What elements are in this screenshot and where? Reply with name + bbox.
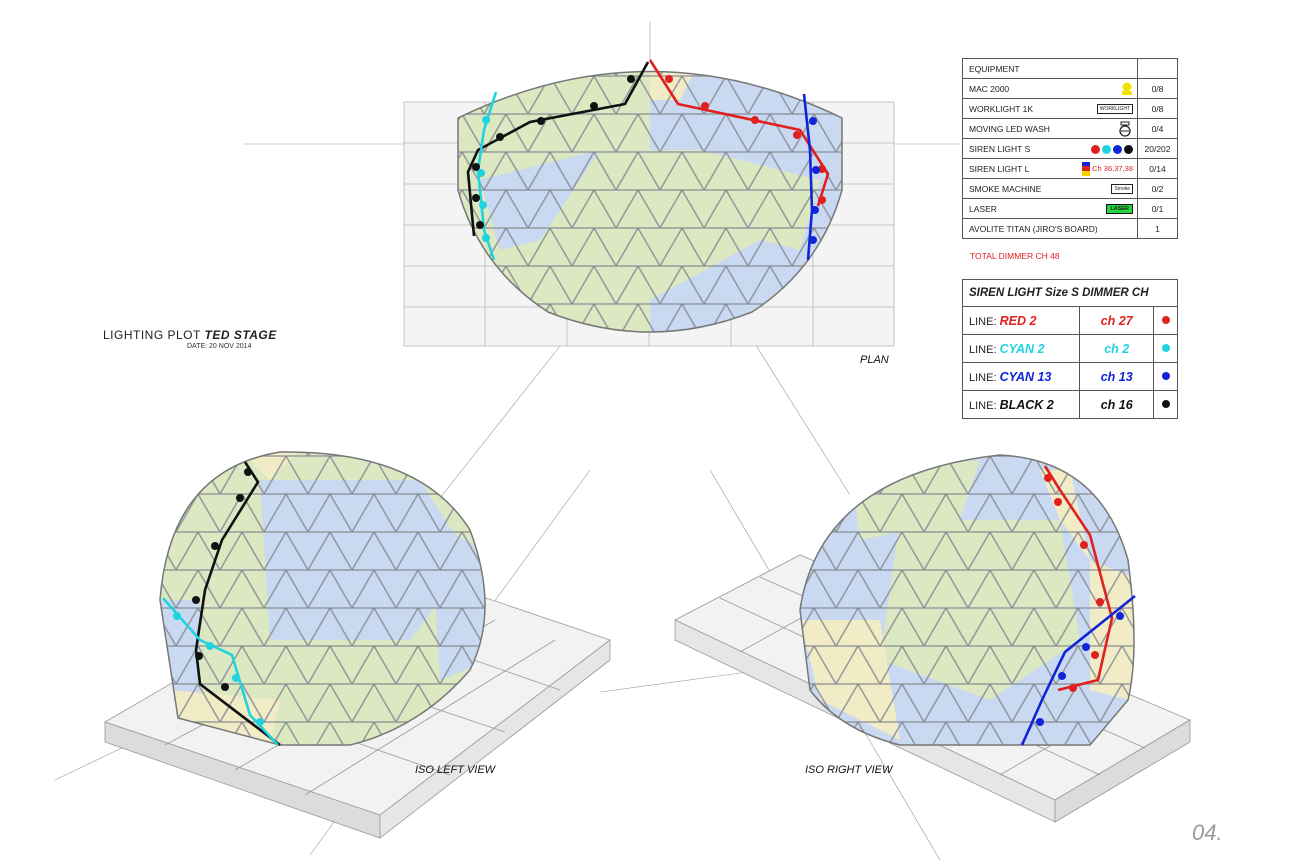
dimmer-row: LINE: BLACK 2 ch 16 [961, 390, 1178, 419]
equipment-name: LASER [962, 198, 1066, 219]
siren-l-icon [1082, 161, 1091, 176]
plot-title-label: LIGHTING PLOT [103, 328, 201, 342]
equipment-row: SMOKE MACHINE Smoke 0/2 [962, 178, 1178, 199]
blue-dot-icon [1161, 371, 1170, 380]
equipment-count: 0/8 [1137, 98, 1178, 119]
equipment-count: 0/2 [1137, 178, 1178, 199]
iso-right-blue-line [1020, 594, 1136, 746]
dimmer-header: SIREN LIGHT Size S DIMMER CH [962, 279, 1178, 307]
plan-black-line [466, 61, 650, 237]
equipment-count: 0/4 [1137, 118, 1178, 139]
dimmer-row: LINE: RED 2 ch 27 [961, 306, 1178, 335]
equipment-name: MOVING LED WASH [962, 118, 1066, 139]
plan-red-fixtures [665, 75, 826, 204]
led-wash-icon [1119, 121, 1131, 137]
total-dimmer: TOTAL DIMMER CH 48 [970, 251, 1060, 261]
line-name: CYAN 2 [999, 341, 1045, 356]
blue-dot-icon [1113, 144, 1122, 154]
equipment-header: EQUIPMENT [962, 58, 1138, 79]
iso-left-black-fixtures [192, 468, 252, 691]
iso-right-view-label: ISO RIGHT VIEW [805, 764, 893, 776]
red-dot-icon [1091, 144, 1100, 154]
smoke-icon: Smoke [1111, 183, 1133, 194]
iso-left-dome [159, 451, 486, 747]
plot-title: LIGHTING PLOT TED STAGE [103, 328, 277, 342]
plan-red-line [648, 59, 830, 207]
line-channel: ch 2 [1079, 334, 1155, 363]
line-name: BLACK 2 [999, 397, 1054, 412]
iso-right-blue-fixtures [1036, 612, 1124, 726]
plan-view-label: PLAN [860, 354, 889, 366]
equipment-name: SMOKE MACHINE [962, 178, 1066, 199]
iso-left-cyan-fixtures [173, 612, 264, 726]
equipment-name: WORKLIGHT 1K [962, 98, 1066, 119]
equipment-name: SIREN LIGHT L [962, 158, 1066, 179]
equipment-count: 0/14 [1137, 158, 1178, 179]
equipment-count: 1 [1137, 218, 1178, 239]
equipment-count: 0/1 [1137, 198, 1178, 219]
plot-date: DATE: 20 NOV 2014 [187, 343, 252, 350]
plan-blue-fixtures [809, 117, 820, 244]
iso-left-view-label: ISO LEFT VIEW [415, 764, 496, 776]
iso-left-black-line [194, 461, 281, 747]
mac-2000-icon [1122, 82, 1132, 95]
line-name: RED 2 [999, 313, 1037, 328]
equipment-name: SIREN LIGHT S [962, 138, 1066, 159]
siren-dots-icon [1065, 138, 1138, 159]
equipment-name: AVOLITE TITAN (JIRO'S BOARD) [962, 218, 1138, 239]
black-dot-icon [1161, 399, 1170, 408]
equipment-row: MAC 2000 0/8 [962, 78, 1178, 99]
dimmer-row: LINE: CYAN 2 ch 2 [961, 334, 1178, 363]
line-channel: ch 27 [1079, 306, 1155, 335]
dimmer-table: SIREN LIGHT Size S DIMMER CH LINE: RED 2… [961, 279, 1178, 419]
black-dot-icon [1124, 144, 1133, 154]
line-channel: ch 16 [1079, 390, 1155, 419]
line-name: CYAN 13 [999, 369, 1052, 384]
iso-right-red-line [1043, 465, 1114, 692]
cyan-dot-icon [1161, 343, 1170, 352]
plan-blue-line [802, 93, 814, 261]
worklight-icon: WORKLIGHT [1096, 103, 1133, 114]
equipment-row: SIREN LIGHT L Ch 36,37,38 0/14 [962, 158, 1178, 179]
equipment-row: WORKLIGHT 1K WORKLIGHT 0/8 [962, 98, 1178, 119]
siren-l-channels: Ch 36,37,38 [1092, 164, 1133, 173]
iso-right-dome [799, 454, 1136, 746]
dimmer-row: LINE: CYAN 13 ch 13 [961, 362, 1178, 391]
equipment-count: 0/8 [1137, 78, 1178, 99]
equipment-row: MOVING LED WASH 0/4 [962, 118, 1178, 139]
equipment-row: SIREN LIGHT S 20/202 [962, 138, 1178, 159]
plot-title-name: TED STAGE [204, 328, 277, 342]
cyan-dot-icon [1102, 144, 1111, 154]
plan-cyan-fixtures [477, 116, 490, 242]
equipment-count: 20/202 [1137, 138, 1178, 159]
equipment-name: MAC 2000 [962, 78, 1066, 99]
laser-icon: LASER [1106, 203, 1133, 214]
line-channel: ch 13 [1079, 362, 1155, 391]
equipment-table: EQUIPMENT MAC 2000 0/8 WORKLIGHT 1K WORK… [962, 58, 1178, 239]
iso-right-red-fixtures [1044, 474, 1104, 692]
equipment-row: AVOLITE TITAN (JIRO'S BOARD) 1 [962, 218, 1178, 239]
page-number: 04. [1192, 820, 1223, 845]
red-dot-icon [1161, 315, 1170, 324]
equipment-row: LASER LASER 0/1 [962, 198, 1178, 219]
plan-black-fixtures [472, 75, 635, 229]
equipment-header-row: EQUIPMENT [962, 58, 1178, 79]
